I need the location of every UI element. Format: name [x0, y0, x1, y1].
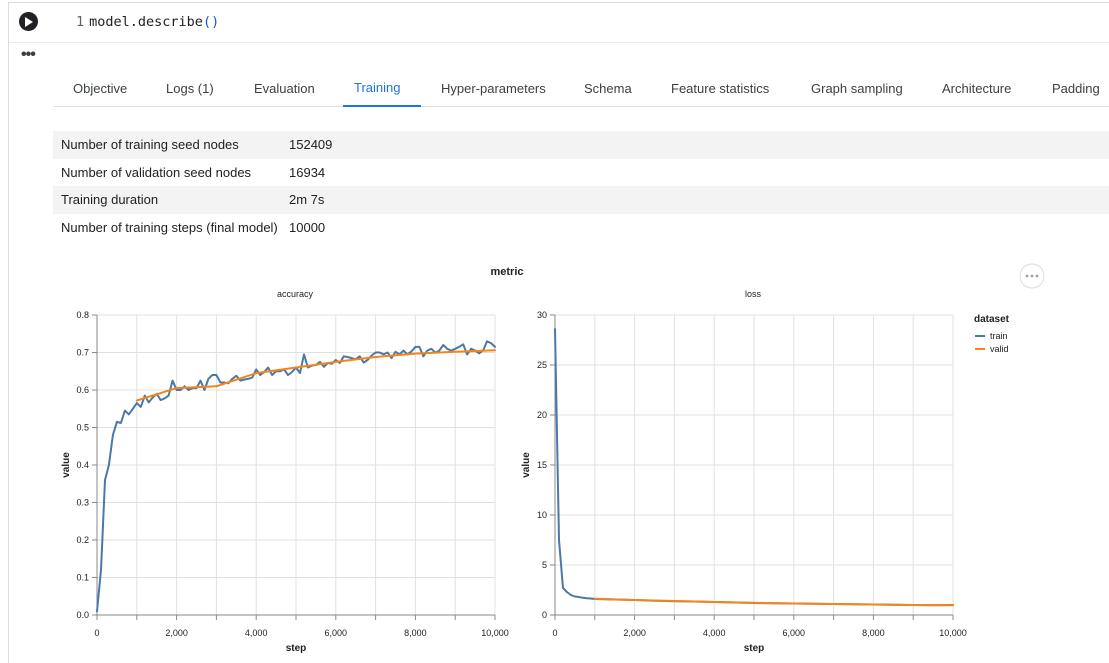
y-tick-label: 0.0	[76, 610, 89, 620]
x-tick-label: 4,000	[245, 628, 268, 638]
legend-entry-valid: valid	[990, 344, 1009, 354]
chart-title: metric	[490, 266, 523, 278]
tab-graph-sampling[interactable]: Graph sampling	[811, 72, 905, 106]
series-line-valid-loss	[593, 597, 954, 607]
row-value: 16934	[289, 164, 326, 180]
legend: dataset train valid	[974, 314, 1010, 354]
y-tick-label: 20	[537, 410, 547, 420]
table-row: Number of validation seed nodes 16934	[53, 159, 1109, 187]
table-row: Training duration 2m 7s	[53, 186, 1109, 214]
x-tick-label: 6,000	[325, 628, 348, 638]
row-key: Number of training seed nodes	[53, 131, 289, 159]
code-parens: ()	[202, 14, 220, 30]
y-tick-label: 0.1	[76, 573, 89, 583]
y-tick-label: 25	[537, 360, 547, 370]
x-tick-label: 10,000	[939, 628, 967, 638]
loss-plot: 0 2,000 4,000 6,000 8,000 10,000 0 5 10 15 20 25 30	[537, 310, 967, 638]
y-tick-label: 0.6	[76, 385, 89, 395]
row-value: 152409	[289, 131, 1109, 159]
chart-actions-menu[interactable]	[1019, 263, 1045, 289]
tab-label: Architecture	[942, 81, 1012, 96]
y-tick-label: 0	[542, 610, 547, 620]
row-key: Training duration	[53, 186, 289, 214]
tab-logs[interactable]: Logs (1)	[166, 72, 216, 106]
tab-label: Evaluation	[254, 81, 315, 96]
code-line[interactable]: 1 model.describe()	[76, 14, 219, 30]
cell-output-menu-icon[interactable]: •••	[21, 46, 36, 63]
code-text: model.describe	[89, 14, 203, 30]
y-tick-label: 0.8	[76, 310, 89, 320]
tab-evaluation[interactable]: Evaluation	[254, 72, 318, 106]
tab-label: Hyper-parameters	[441, 81, 546, 96]
line-number: 1	[76, 14, 85, 30]
y-axis-title-accuracy: value	[61, 452, 72, 478]
x-tick-label: 2,000	[165, 628, 188, 638]
x-tick-label: 8,000	[404, 628, 427, 638]
accuracy-plot: 0 2,000 4,000 6,000 8,000 10,000 0.0 0.1 0.2 0.3 0…	[76, 310, 508, 638]
play-icon	[25, 16, 33, 27]
x-tick-label: 2,000	[623, 628, 646, 638]
row-key: Number of training steps (final model)	[61, 220, 278, 236]
facet-title-accuracy: accuracy	[277, 289, 314, 299]
tab-label: Feature statistics	[671, 81, 770, 96]
row-key: Number of validation seed nodes	[61, 164, 252, 180]
y-tick-label: 10	[537, 510, 547, 520]
tab-architecture[interactable]: Architecture	[942, 72, 1016, 106]
y-tick-label: 5	[542, 560, 547, 570]
x-tick-label: 8,000	[862, 628, 885, 638]
tab-label: Schema	[584, 81, 632, 96]
tab-label: Logs (1)	[166, 81, 214, 96]
tab-schema[interactable]: Schema	[584, 72, 634, 106]
y-tick-label: 30	[537, 310, 547, 320]
x-tick-label: 10,000	[481, 628, 509, 638]
cell-border-top	[8, 2, 1109, 3]
tab-padding[interactable]: Padding	[1052, 72, 1102, 106]
training-info-table: Number of training seed nodes 152409 Num…	[53, 131, 1109, 241]
series-line-valid-accuracy	[135, 349, 496, 402]
table-row: Number of training steps (final model) 1…	[53, 214, 1109, 242]
y-tick-label: 0.3	[76, 498, 89, 508]
tab-training[interactable]: Training	[343, 72, 421, 107]
row-value: 2m 7s	[289, 186, 1109, 214]
row-value: 10000	[289, 220, 326, 236]
y-axis-title-loss: value	[521, 452, 532, 478]
tab-hyper-parameters[interactable]: Hyper-parameters	[441, 72, 547, 106]
tab-label: Training	[354, 80, 401, 95]
y-tick-label: 0.4	[76, 460, 89, 470]
code-cell[interactable]	[9, 3, 1109, 43]
run-cell-button[interactable]	[19, 12, 38, 31]
tab-objective[interactable]: Objective	[73, 72, 129, 106]
y-tick-label: 15	[537, 460, 547, 470]
legend-title: dataset	[974, 314, 1010, 325]
tab-feature-statistics[interactable]: Feature statistics	[671, 72, 775, 106]
tab-label: Graph sampling	[811, 81, 903, 96]
x-tick-label: 0	[552, 628, 557, 638]
table-row: Number of training seed nodes 152409	[53, 131, 1109, 159]
cell-border-left	[8, 2, 9, 663]
x-tick-label: 6,000	[783, 628, 806, 638]
y-tick-label: 0.7	[76, 348, 89, 358]
x-tick-label: 4,000	[703, 628, 726, 638]
tab-label: Padding	[1052, 81, 1100, 96]
x-axis-title-accuracy: step	[286, 643, 307, 654]
tab-bar: Objective Logs (1) Evaluation Training H…	[53, 72, 1109, 107]
facet-title-loss: loss	[745, 289, 762, 299]
tab-label: Objective	[73, 81, 128, 96]
legend-entry-train: train	[990, 331, 1008, 341]
x-axis-title-loss: step	[744, 643, 765, 654]
x-tick-label: 0	[94, 628, 99, 638]
y-tick-label: 0.5	[76, 423, 89, 433]
y-tick-label: 0.2	[76, 535, 89, 545]
